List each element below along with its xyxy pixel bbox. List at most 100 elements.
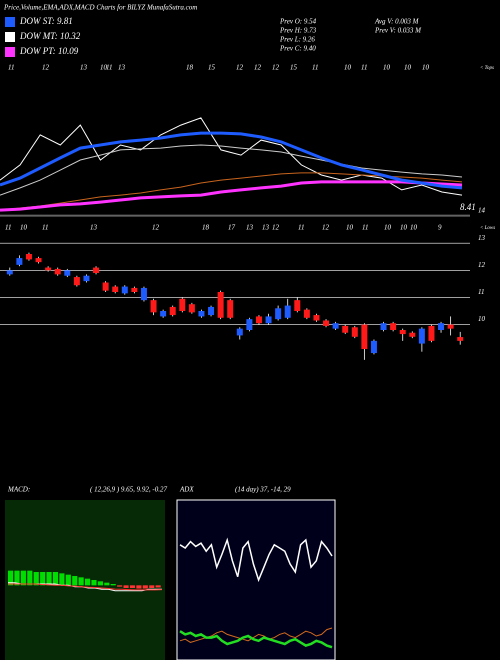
candle-body [121, 286, 128, 294]
candle-body [140, 287, 147, 301]
histogram-bar [33, 572, 39, 586]
panel-subtitle: ( 12,26,9 ) 9.65, 9.92, -0.27 [90, 486, 167, 494]
candle-body [275, 308, 282, 320]
candle-body [112, 286, 119, 292]
bottom-label: 12 [272, 224, 280, 232]
line-series [179, 630, 333, 649]
top-label: 11 [312, 64, 318, 72]
legend-label: DOW ST: 9.81 [19, 16, 73, 26]
top-label: 10 [383, 64, 391, 72]
histogram-bar [65, 574, 71, 586]
bottom-label: 11 [298, 224, 304, 232]
histogram-bar [155, 585, 161, 588]
candle-body [418, 328, 425, 344]
line-series [0, 117, 463, 196]
candle-body [390, 323, 397, 330]
candle-body [54, 268, 61, 275]
bottom-label: 10 [410, 224, 418, 232]
candle-body [35, 258, 42, 263]
line-series [0, 180, 463, 212]
candle-body [217, 292, 224, 318]
candle-body [332, 323, 339, 329]
legend-label: DOW PT: 10.09 [19, 46, 79, 56]
histogram-bar [149, 585, 155, 588]
bottom-label: 17 [228, 224, 236, 232]
candle-body [150, 300, 157, 313]
histogram-bar [52, 572, 59, 586]
legend-label: DOW MT: 10.32 [19, 31, 81, 41]
bottom-label: 10 [384, 224, 392, 232]
top-label: 10 [100, 64, 108, 72]
bottom-label: 10 [20, 224, 28, 232]
panel-title: ADX [179, 486, 194, 494]
bottom-label: 13 [262, 224, 270, 232]
adx-panel [176, 499, 336, 660]
bottom-label: 10 [400, 224, 408, 232]
panel-title: MACD: [7, 486, 30, 494]
histogram-bar [129, 585, 136, 588]
histogram-bar [8, 570, 14, 586]
bottom-label: 12 [152, 224, 160, 232]
candle-body [246, 319, 253, 330]
candle-body [16, 258, 23, 265]
candle-body [93, 267, 100, 273]
candle-body [198, 311, 205, 317]
bottom-label: 10 [346, 224, 354, 232]
candle-body [380, 323, 387, 330]
line-series [0, 144, 463, 196]
top-label: 11 [106, 64, 112, 72]
candle-body [409, 332, 416, 337]
candle-body [102, 282, 109, 291]
candle-body [284, 305, 291, 318]
candle-body [25, 254, 32, 260]
histogram-bar [78, 577, 84, 586]
prev-volume: Prev V: 0.033 M [374, 27, 422, 35]
histogram-bar [46, 572, 52, 586]
y-tick-label: 14 [478, 207, 486, 215]
histogram-bar [27, 570, 33, 586]
histogram-bar [123, 585, 129, 588]
candle-body [227, 300, 234, 318]
last-value: 8.41 [460, 202, 476, 212]
candle-body [208, 306, 215, 316]
candle-body [428, 325, 435, 341]
candle-body [457, 337, 464, 341]
line-series [8, 583, 163, 591]
candle-body [294, 300, 301, 311]
legend-swatch [5, 32, 15, 42]
candle-body [447, 324, 454, 329]
histogram-bar [85, 578, 91, 586]
y-tick-label: 10 [478, 315, 486, 323]
top-label: 12 [272, 64, 280, 72]
line-series [179, 537, 333, 583]
top-label: 10 [404, 64, 412, 72]
y-tick-label: 13 [478, 234, 486, 242]
prev-close: Prev C: 9.40 [279, 45, 316, 53]
legend-swatch [5, 17, 15, 27]
bottom-label: 13 [246, 224, 254, 232]
candle-body [313, 315, 320, 321]
tops-label: < Tops [480, 66, 494, 71]
bottom-label: 11 [362, 224, 368, 232]
top-label: 11 [361, 64, 367, 72]
histogram-bar [91, 580, 97, 586]
lows-label: < Lows [480, 226, 495, 231]
bottom-label: 11 [42, 224, 48, 232]
candle-body [265, 316, 272, 324]
bottom-label: 12 [322, 224, 330, 232]
candle-body [255, 316, 262, 324]
bottom-label: 11 [5, 224, 11, 232]
candle-body [73, 277, 80, 286]
histogram-bar [117, 585, 123, 587]
candle-body [399, 330, 406, 335]
top-label: 15 [208, 64, 216, 72]
top-label: 10 [422, 64, 430, 72]
candle-body [83, 275, 90, 282]
candle-body [188, 304, 195, 313]
prev-high: Prev H: 9.73 [279, 27, 317, 35]
line-series [0, 131, 463, 190]
candle-body [6, 270, 13, 275]
top-label: 10 [344, 64, 352, 72]
top-label: 11 [8, 64, 14, 72]
